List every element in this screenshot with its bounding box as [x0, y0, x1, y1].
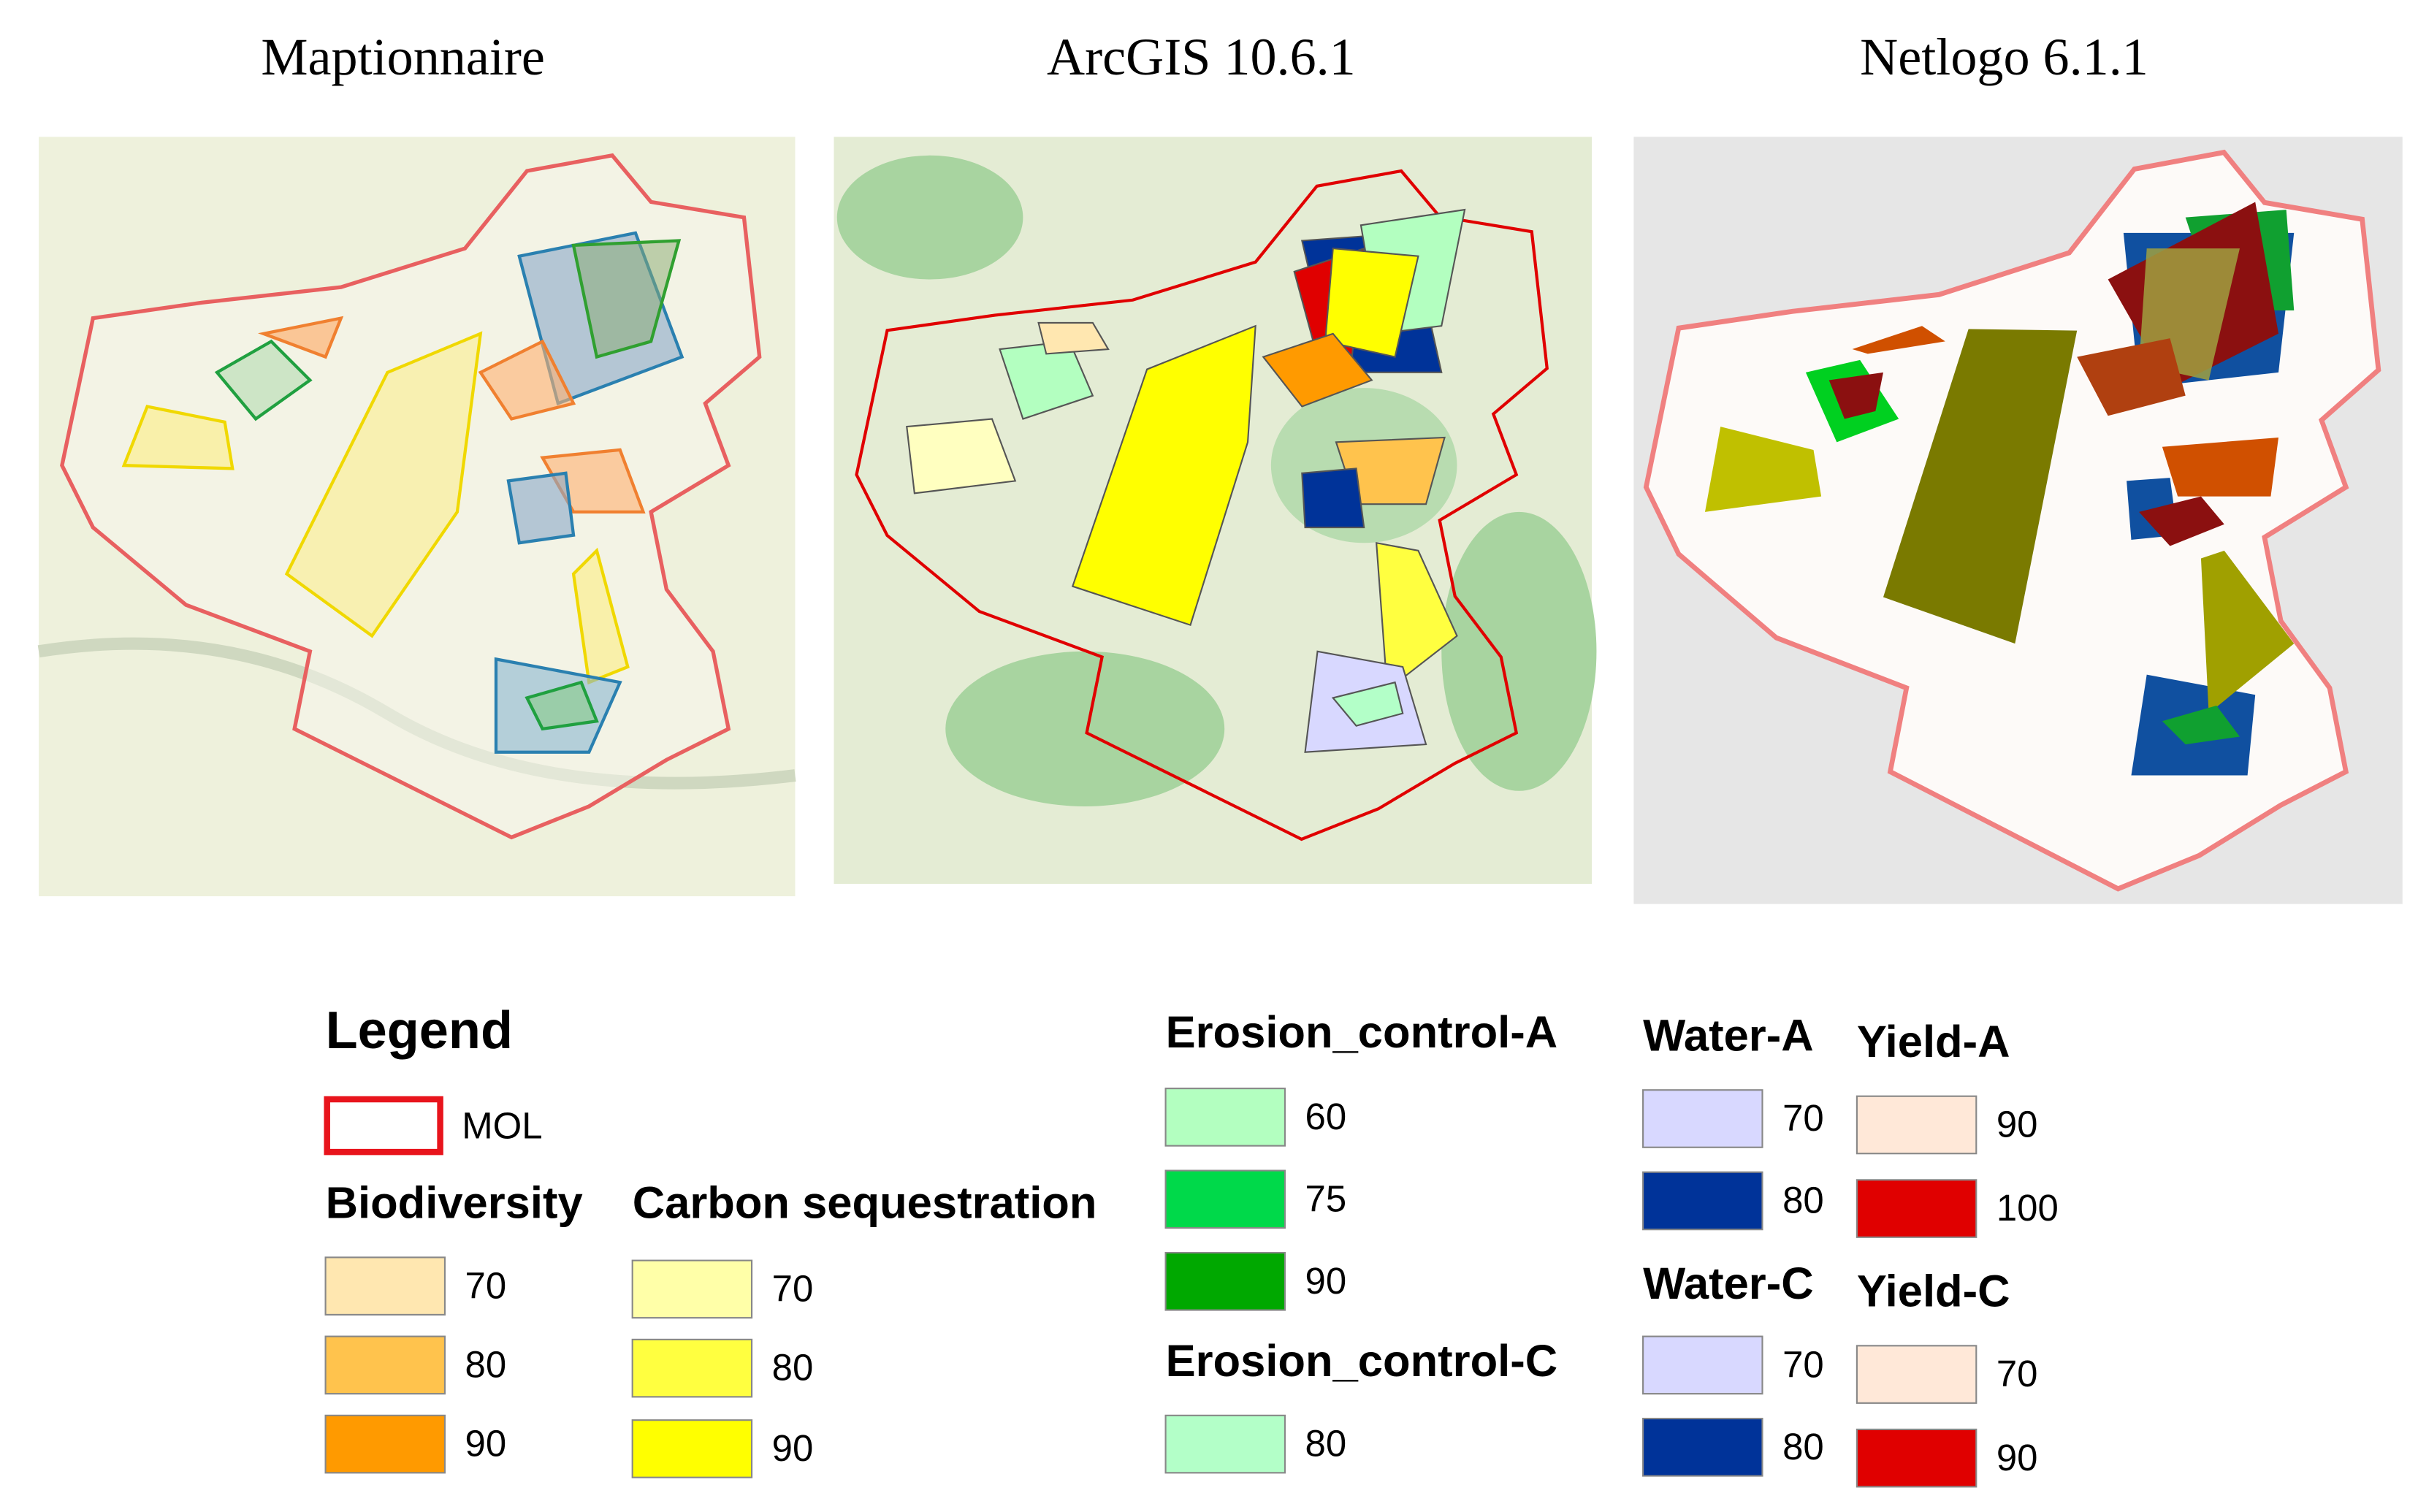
- legend-group-title: Water-C: [1643, 1259, 1814, 1309]
- legend-swatch: [324, 1096, 443, 1156]
- legend-swatch: [631, 1259, 753, 1319]
- legend-label: 100: [1996, 1187, 2059, 1229]
- legend-swatch: [1856, 1179, 1978, 1238]
- legend: Legend MOL Biodiversity 70 80 90 Carbon sequ…: [324, 1001, 2059, 1488]
- legend-label: 90: [1305, 1260, 1347, 1302]
- legend-swatch: [1164, 1251, 1286, 1311]
- panel-title: Netlogo 6.1.1: [1860, 28, 2148, 86]
- map-arcgis: [834, 137, 1597, 885]
- legend-label: 80: [772, 1347, 814, 1389]
- legend-group-title: Carbon sequestration: [633, 1178, 1097, 1229]
- map-maptionnaire: [37, 137, 796, 897]
- legend-label: 80: [1305, 1423, 1347, 1465]
- legend-group-title: Water-A: [1643, 1010, 1814, 1061]
- legend-swatch: [1164, 1088, 1286, 1147]
- panel-title: ArcGIS 10.6.1: [1047, 28, 1356, 86]
- legend-title: Legend: [326, 1001, 513, 1060]
- legend-label: 70: [772, 1268, 814, 1310]
- legend-label: 90: [465, 1423, 507, 1465]
- legend-group-title: Erosion_control-C: [1166, 1336, 1558, 1386]
- legend-label: 90: [1996, 1104, 2038, 1145]
- legend-swatch: [1642, 1171, 1763, 1231]
- legend-label: 70: [1996, 1353, 2038, 1394]
- legend-group-title: Yield-A: [1857, 1017, 2010, 1067]
- legend-swatch: [1164, 1414, 1286, 1474]
- legend-label: 90: [772, 1427, 814, 1469]
- legend-swatch: [1856, 1095, 1978, 1155]
- legend-swatch: [1642, 1418, 1763, 1477]
- panel-title: Maptionnaire: [261, 28, 545, 86]
- legend-label: 75: [1305, 1177, 1347, 1219]
- legend-label: 80: [1782, 1426, 1824, 1467]
- legend-swatch: [631, 1419, 753, 1478]
- legend-swatch: [1856, 1345, 1978, 1404]
- legend-swatch: [1164, 1169, 1286, 1229]
- legend-label: 80: [465, 1344, 507, 1386]
- legend-group-title: Yield-C: [1857, 1267, 2010, 1317]
- map-netlogo: [1633, 137, 2403, 904]
- legend-label: 90: [1996, 1437, 2038, 1478]
- legend-group-title: Biodiversity: [326, 1178, 583, 1229]
- legend-swatch: [1642, 1089, 1763, 1148]
- legend-label: 70: [1782, 1344, 1824, 1386]
- legend-label: 70: [1782, 1097, 1824, 1139]
- legend-group-title: Erosion_control-A: [1166, 1007, 1558, 1058]
- legend-label: 60: [1305, 1096, 1347, 1137]
- legend-swatch: [1642, 1335, 1763, 1395]
- legend-swatch: [1856, 1428, 1978, 1488]
- legend-swatch: [324, 1335, 446, 1395]
- legend-swatch: [324, 1414, 446, 1474]
- legend-label: MOL: [462, 1105, 542, 1147]
- legend-label: 70: [465, 1264, 507, 1306]
- legend-label: 80: [1782, 1180, 1824, 1221]
- legend-swatch: [324, 1256, 446, 1316]
- legend-swatch: [631, 1338, 753, 1398]
